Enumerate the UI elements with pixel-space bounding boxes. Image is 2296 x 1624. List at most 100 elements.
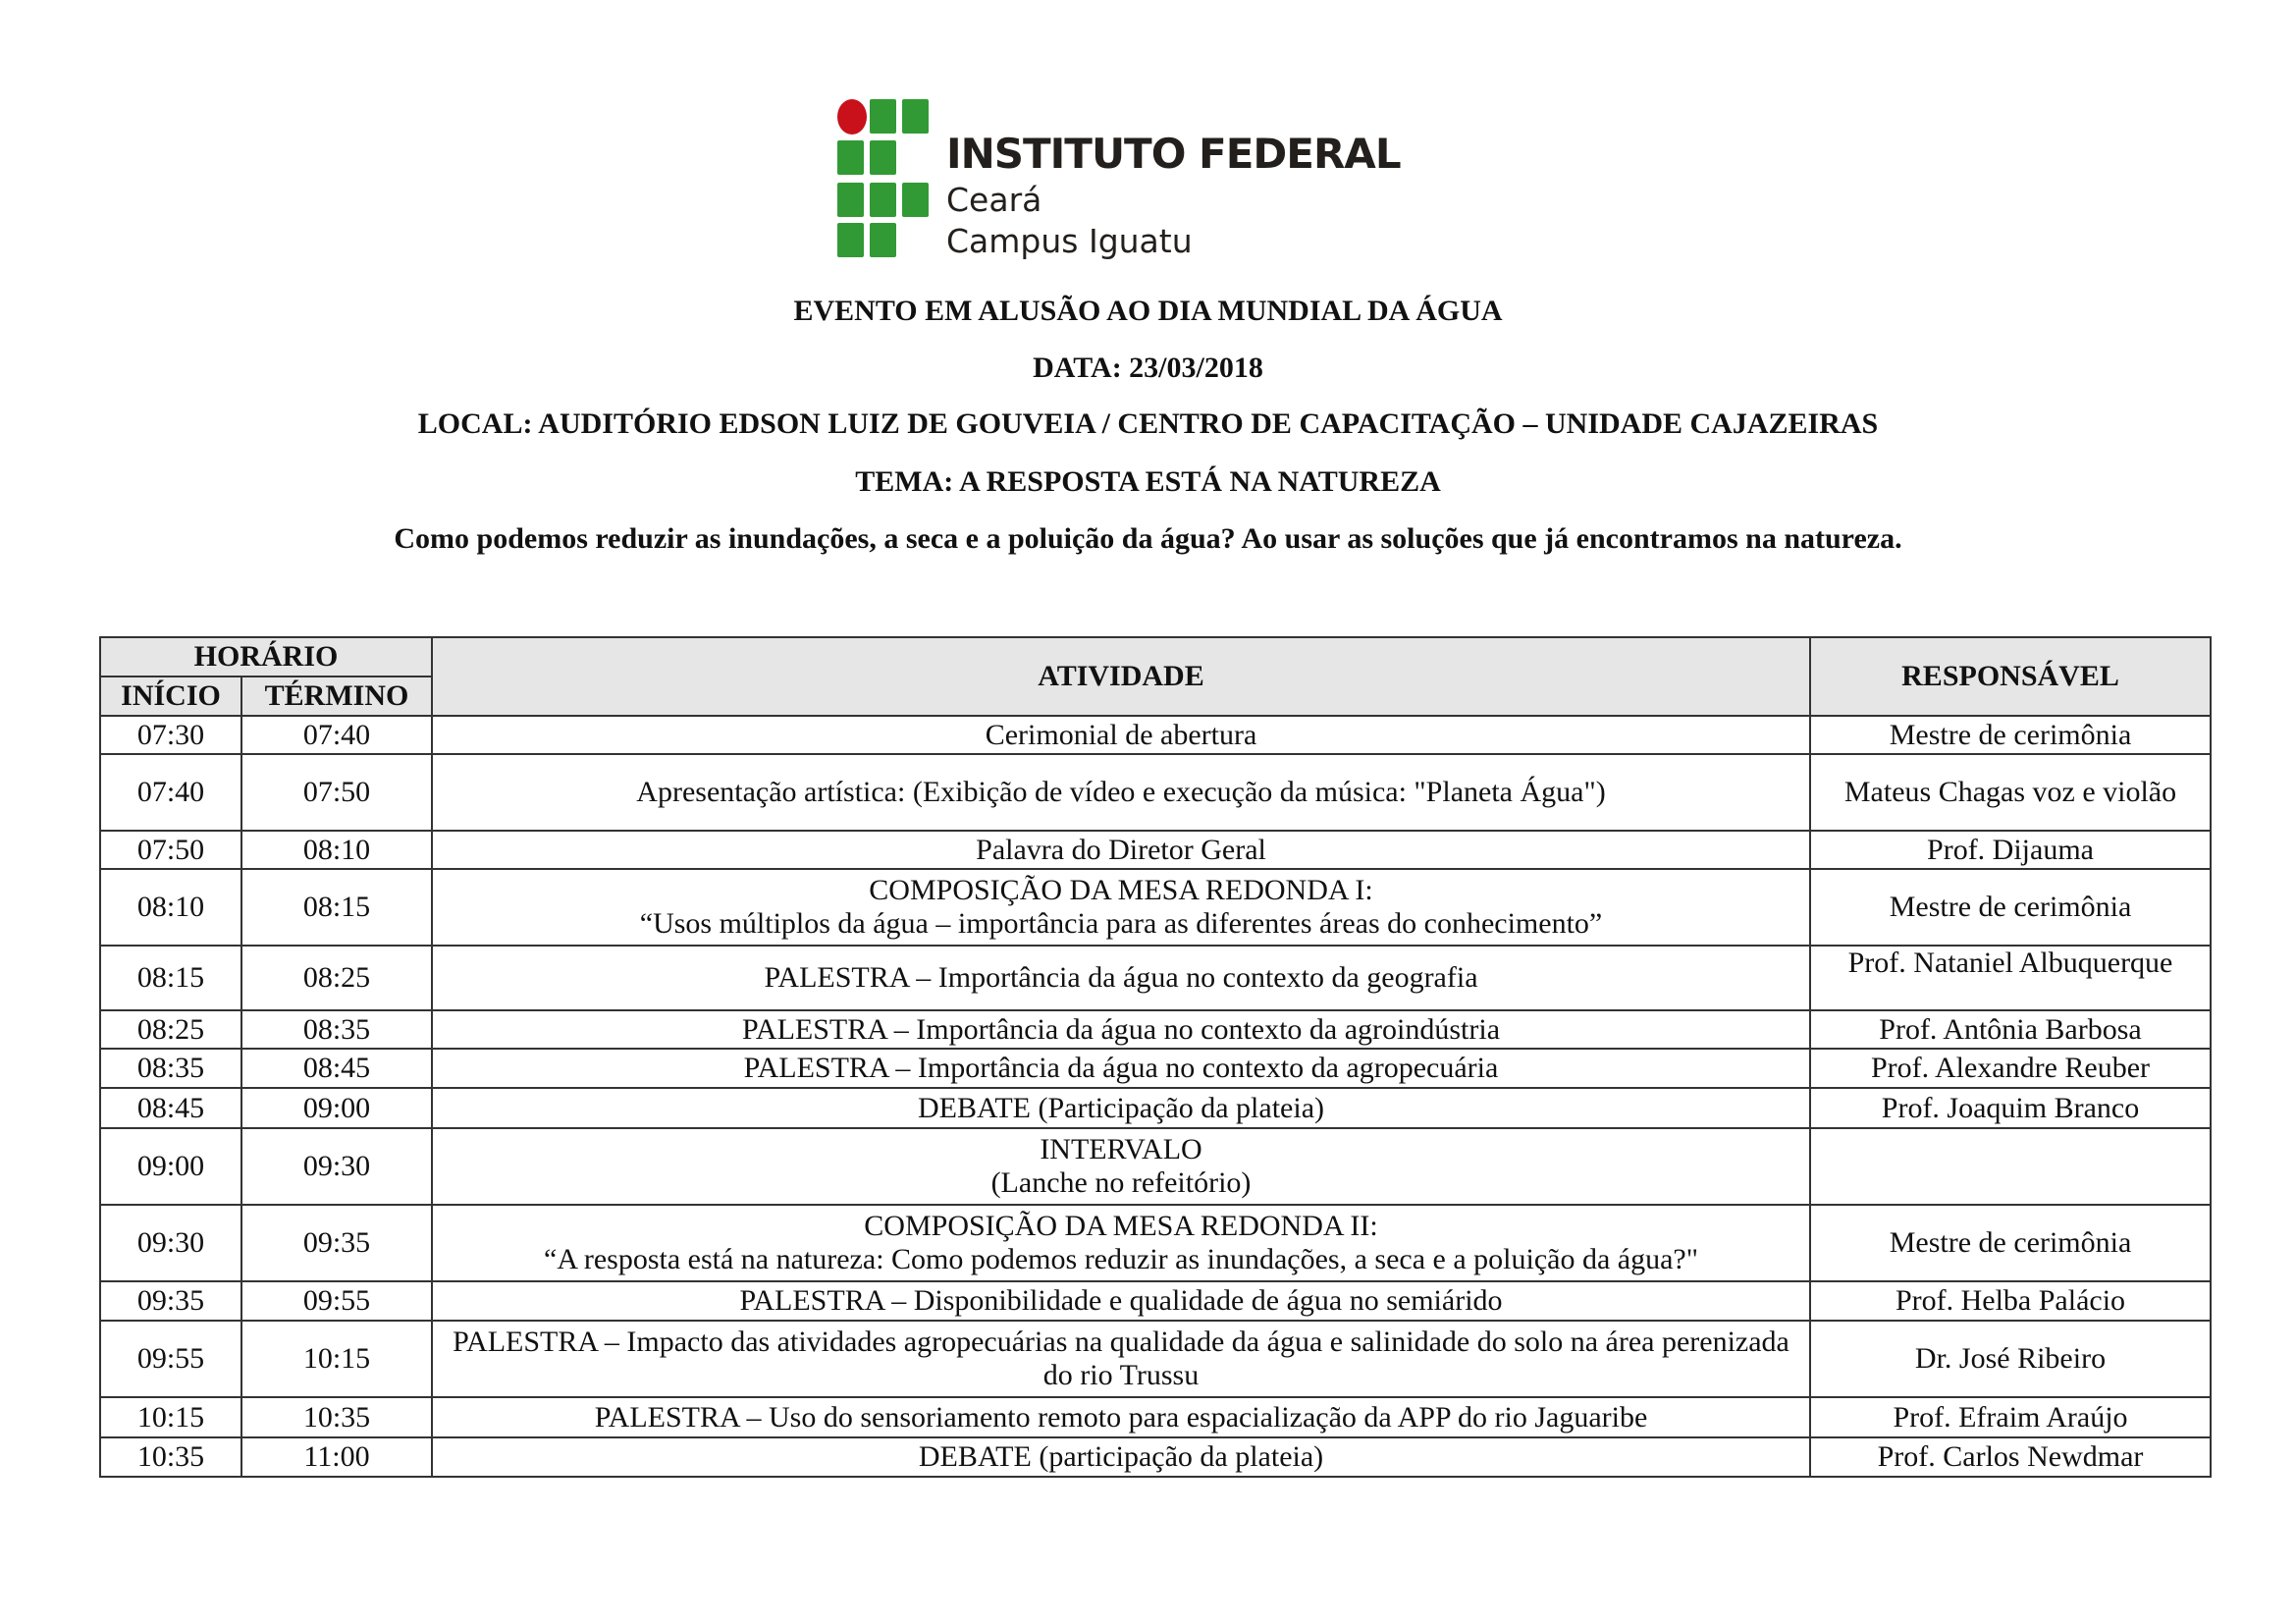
cell-inicio: 10:15 xyxy=(99,1396,242,1438)
cell-inicio: 10:35 xyxy=(99,1436,242,1478)
table-row: 07:40 07:50 Apresentação artística: (Exibi… xyxy=(99,753,2212,832)
logo-state: Ceará xyxy=(946,181,1042,219)
cell-termino: 09:00 xyxy=(240,1087,433,1129)
activity-line: (Lanche no refeitório) xyxy=(990,1166,1252,1199)
cell-atividade: PALESTRA – Impacto das atividades agrope… xyxy=(431,1320,1811,1398)
cell-responsavel xyxy=(1809,1127,2212,1206)
header-termino: TÉRMINO xyxy=(240,676,433,717)
activity-line: PALESTRA – Importância da água no contex… xyxy=(743,1052,1499,1084)
cell-inicio: 08:35 xyxy=(99,1048,242,1089)
event-theme: TEMA: A RESPOSTA ESTÁ NA NATUREZA xyxy=(855,465,1441,498)
cell-inicio: 07:50 xyxy=(99,830,242,870)
cell-atividade: PALESTRA – Uso do sensoriamento remoto p… xyxy=(431,1396,1811,1438)
table-row: 09:35 09:55 PALESTRA – Disponibilidade e q… xyxy=(99,1280,2212,1322)
cell-atividade: PALESTRA – Importância da água no contex… xyxy=(431,945,1811,1011)
logo-square xyxy=(902,183,929,217)
cell-responsavel: Prof. Helba Palácio xyxy=(1809,1280,2212,1322)
cell-termino: 09:55 xyxy=(240,1280,433,1322)
cell-termino: 08:35 xyxy=(240,1009,433,1050)
event-title: EVENTO EM ALUSÃO AO DIA MUNDIAL DA ÁGUA xyxy=(793,295,1503,327)
header-inicio: INÍCIO xyxy=(99,676,242,717)
table-row: 08:45 09:00 DEBATE (Participação da platei… xyxy=(99,1087,2212,1129)
cell-responsavel: Prof. Dijauma xyxy=(1809,830,2212,870)
logo-title: INSTITUTO FEDERAL xyxy=(946,130,1402,178)
header-responsavel: RESPONSÁVEL xyxy=(1809,636,2212,717)
cell-inicio: 08:15 xyxy=(99,945,242,1011)
logo-square xyxy=(902,99,929,134)
cell-atividade: Palavra do Diretor Geral xyxy=(431,830,1811,870)
cell-responsavel: Prof. Nataniel Albuquerque xyxy=(1809,945,2212,1011)
table-row: 09:55 10:15 PALESTRA – Impacto das ativida… xyxy=(99,1320,2212,1398)
cell-termino: 10:15 xyxy=(240,1320,433,1398)
table-row: 09:00 09:30 INTERVALO (Lanche no refeitório… xyxy=(99,1127,2212,1206)
schedule-table: HORÁRIO ATIVIDADE RESPONSÁVEL INÍCIO TÉR… xyxy=(99,636,2212,1478)
logo-square xyxy=(837,223,864,257)
cell-responsavel: Mestre de cerimônia xyxy=(1809,715,2212,755)
cell-termino: 11:00 xyxy=(240,1436,433,1478)
table-row: 08:15 08:25 PALESTRA – Importância da água… xyxy=(99,945,2212,1011)
cell-responsavel: Mestre de cerimônia xyxy=(1809,868,2212,947)
cell-termino: 08:25 xyxy=(240,945,433,1011)
activity-line: COMPOSIÇÃO DA MESA REDONDA II: xyxy=(864,1210,1378,1242)
cell-inicio: 09:35 xyxy=(99,1280,242,1322)
header-horario: HORÁRIO xyxy=(99,636,433,677)
cell-atividade: Cerimonial de abertura xyxy=(431,715,1811,755)
cell-termino: 10:35 xyxy=(240,1396,433,1438)
cell-responsavel: Prof. Carlos Newdmar xyxy=(1809,1436,2212,1478)
header-atividade: ATIVIDADE xyxy=(431,636,1811,717)
cell-responsavel: Mestre de cerimônia xyxy=(1809,1204,2212,1282)
cell-atividade: PALESTRA – Disponibilidade e qualidade d… xyxy=(431,1280,1811,1322)
activity-line: Cerimonial de abertura xyxy=(985,718,1257,751)
cell-atividade: INTERVALO (Lanche no refeitório) xyxy=(431,1127,1811,1206)
activity-line: “A resposta está na natureza: Como podem… xyxy=(544,1243,1698,1275)
cell-responsavel: Prof. Efraim Araújo xyxy=(1809,1396,2212,1438)
cell-responsavel: Prof. Alexandre Reuber xyxy=(1809,1048,2212,1089)
cell-atividade: COMPOSIÇÃO DA MESA REDONDA II: “A respost… xyxy=(431,1204,1811,1282)
table-row: 07:30 07:40 Cerimonial de abertura Mestre d… xyxy=(99,715,2212,755)
cell-termino: 07:40 xyxy=(240,715,433,755)
table-row: 10:15 10:35 PALESTRA – Uso do sensoriament… xyxy=(99,1396,2212,1438)
table-row: 08:35 08:45 PALESTRA – Importância da água… xyxy=(99,1048,2212,1089)
activity-line: “Usos múltiplos da água – importância pa… xyxy=(639,907,1603,940)
activity-line: PALESTRA – Importância da água no contex… xyxy=(741,1012,1501,1046)
logo-square xyxy=(870,223,896,257)
table-row: 10:35 11:00 DEBATE (participação da platei… xyxy=(99,1436,2212,1478)
cell-termino: 08:15 xyxy=(240,868,433,947)
cell-responsavel: Dr. José Ribeiro xyxy=(1809,1320,2212,1398)
activity-line: COMPOSIÇÃO DA MESA REDONDA I: xyxy=(869,874,1373,906)
cell-atividade: PALESTRA – Importância da água no contex… xyxy=(431,1048,1811,1089)
table-row: 07:50 08:10 Palavra do Diretor Geral Prof. … xyxy=(99,830,2212,870)
activity-line: Palavra do Diretor Geral xyxy=(976,833,1266,866)
cell-atividade: DEBATE (participação da plateia) xyxy=(431,1436,1811,1478)
activity-line: PALESTRA – Disponibilidade e qualidade d… xyxy=(739,1284,1503,1317)
cell-inicio: 08:45 xyxy=(99,1087,242,1129)
cell-atividade: COMPOSIÇÃO DA MESA REDONDA I: “Usos múlti… xyxy=(431,868,1811,947)
cell-termino: 09:30 xyxy=(240,1127,433,1206)
table-row: 08:10 08:15 COMPOSIÇÃO DA MESA REDONDA I: “… xyxy=(99,868,2212,947)
logo-square xyxy=(870,140,896,175)
logo-red-dot xyxy=(837,99,867,135)
activity-line: DEBATE (participação da plateia) xyxy=(918,1440,1324,1473)
table-row: 09:30 09:35 COMPOSIÇÃO DA MESA REDONDA II:… xyxy=(99,1204,2212,1282)
activity-line: DEBATE (Participação da plateia) xyxy=(918,1091,1324,1124)
cell-atividade: DEBATE (Participação da plateia) xyxy=(431,1087,1811,1129)
activity-line: PALESTRA – Uso do sensoriamento remoto p… xyxy=(594,1400,1648,1434)
logo-square xyxy=(870,99,896,134)
logo-campus: Campus Iguatu xyxy=(946,222,1193,260)
activity-line: INTERVALO xyxy=(1040,1133,1202,1165)
activity-line: PALESTRA – Importância da água no contex… xyxy=(764,961,1478,994)
cell-termino: 08:10 xyxy=(240,830,433,870)
cell-atividade: Apresentação artística: (Exibição de víd… xyxy=(431,753,1811,832)
event-location: LOCAL: AUDITÓRIO EDSON LUIZ DE GOUVEIA /… xyxy=(417,407,1879,440)
activity-line: Apresentação artística: (Exibição de víd… xyxy=(636,776,1606,808)
cell-atividade: PALESTRA – Importância da água no contex… xyxy=(431,1009,1811,1050)
cell-inicio: 09:30 xyxy=(99,1204,242,1282)
cell-inicio: 08:10 xyxy=(99,868,242,947)
cell-termino: 07:50 xyxy=(240,753,433,832)
cell-responsavel: Mateus Chagas voz e violão xyxy=(1809,753,2212,832)
cell-inicio: 09:00 xyxy=(99,1127,242,1206)
cell-inicio: 07:40 xyxy=(99,753,242,832)
cell-inicio: 09:55 xyxy=(99,1320,242,1398)
cell-responsavel: Prof. Antônia Barbosa xyxy=(1809,1009,2212,1050)
cell-termino: 08:45 xyxy=(240,1048,433,1089)
